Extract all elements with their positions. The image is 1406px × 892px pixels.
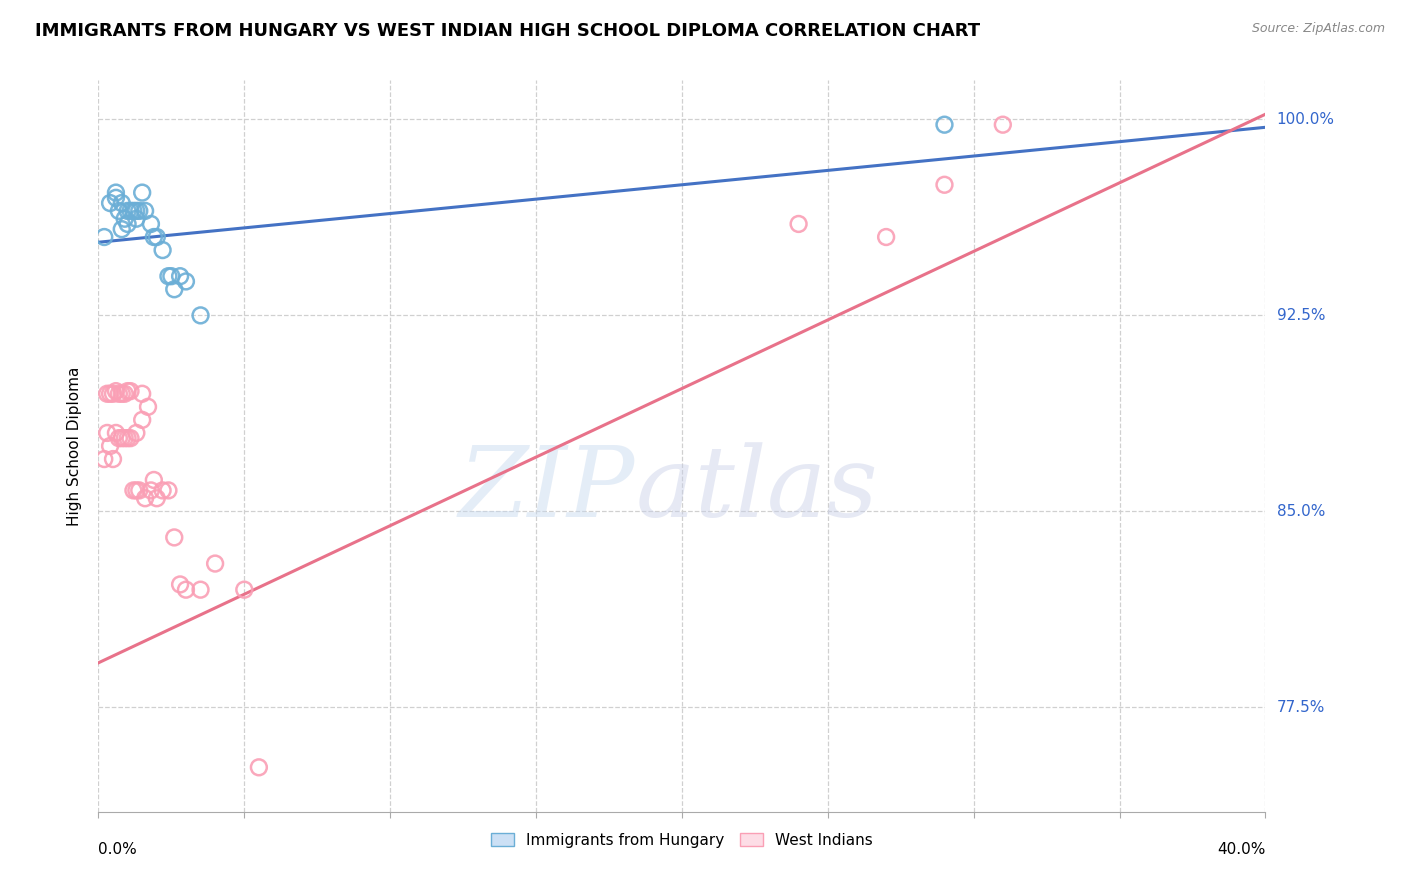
Point [125, 211, 148, 226]
Point [146, 230, 169, 244]
Text: ZIP: ZIP [458, 442, 636, 538]
Point [101, 386, 124, 401]
Point [787, 217, 810, 231]
Point [163, 282, 186, 296]
Point [146, 491, 169, 506]
Point [117, 217, 139, 231]
Point [114, 211, 136, 226]
Point [101, 452, 124, 467]
Point [125, 483, 148, 498]
Point [98, 439, 121, 453]
Text: 100.0%: 100.0% [1277, 112, 1334, 127]
Text: atlas: atlas [636, 442, 877, 538]
Point [136, 400, 159, 414]
Point [174, 275, 197, 289]
Point [117, 203, 139, 218]
Point [98, 196, 121, 211]
Point [93, 230, 115, 244]
Point [120, 203, 142, 218]
Point [120, 384, 142, 399]
Point [120, 431, 142, 445]
Point [122, 203, 145, 218]
Point [117, 384, 139, 399]
Point [875, 230, 897, 244]
Point [111, 386, 134, 401]
Point [93, 452, 115, 467]
Point [991, 118, 1014, 132]
Point [233, 582, 256, 597]
Point [96, 386, 118, 401]
Point [190, 309, 212, 323]
Point [247, 760, 270, 774]
Point [131, 186, 153, 200]
Point [104, 191, 127, 205]
Point [96, 425, 118, 440]
Point [139, 217, 162, 231]
Point [114, 431, 136, 445]
Text: 92.5%: 92.5% [1277, 308, 1324, 323]
Point [131, 386, 153, 401]
Legend: Immigrants from Hungary, West Indians: Immigrants from Hungary, West Indians [484, 825, 880, 855]
Y-axis label: High School Diploma: High School Diploma [67, 367, 83, 525]
Point [111, 222, 134, 236]
Point [142, 473, 165, 487]
Point [104, 186, 127, 200]
Point [134, 203, 156, 218]
Point [108, 431, 131, 445]
Point [128, 483, 150, 498]
Point [122, 483, 145, 498]
Point [934, 178, 956, 192]
Point [139, 483, 162, 498]
Point [160, 269, 183, 284]
Point [190, 582, 212, 597]
Point [169, 269, 191, 284]
Point [134, 491, 156, 506]
Point [163, 531, 186, 545]
Point [125, 425, 148, 440]
Point [98, 386, 121, 401]
Text: 0.0%: 0.0% [98, 842, 138, 857]
Point [125, 203, 148, 218]
Point [157, 269, 180, 284]
Point [934, 118, 956, 132]
Text: Source: ZipAtlas.com: Source: ZipAtlas.com [1251, 22, 1385, 36]
Point [169, 577, 191, 591]
Point [108, 203, 131, 218]
Point [104, 384, 127, 399]
Point [104, 425, 127, 440]
Point [131, 413, 153, 427]
Point [152, 483, 174, 498]
Point [111, 431, 134, 445]
Point [174, 582, 197, 597]
Point [204, 557, 226, 571]
Point [152, 243, 174, 257]
Point [142, 230, 165, 244]
Point [111, 196, 134, 211]
Point [117, 431, 139, 445]
Text: IMMIGRANTS FROM HUNGARY VS WEST INDIAN HIGH SCHOOL DIPLOMA CORRELATION CHART: IMMIGRANTS FROM HUNGARY VS WEST INDIAN H… [35, 22, 980, 40]
Point [108, 386, 131, 401]
Point [114, 386, 136, 401]
Point [128, 203, 150, 218]
Text: 77.5%: 77.5% [1277, 699, 1324, 714]
Text: 85.0%: 85.0% [1277, 504, 1324, 519]
Text: 40.0%: 40.0% [1218, 842, 1265, 857]
Point [157, 483, 180, 498]
